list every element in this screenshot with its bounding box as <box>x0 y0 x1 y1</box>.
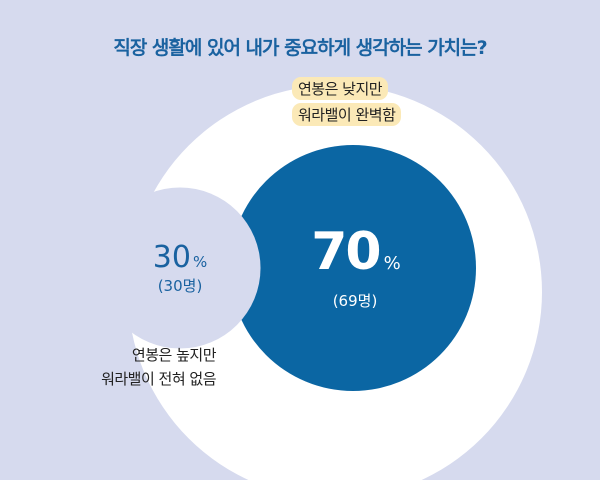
data-label-30: 30% <box>130 240 230 275</box>
bubble-30-percent <box>99 187 261 349</box>
label-high-wlb-line1: 연봉은 낮지만 <box>292 77 389 100</box>
bubble-70-percent <box>230 145 476 391</box>
chart-title: 직장 생활에 있어 내가 중요하게 생각하는 가치는? <box>113 37 487 59</box>
label-high-salary-line2: 워라밸이 전혀 없음 <box>101 370 216 388</box>
unit-percent: % <box>383 253 401 274</box>
unit-percent: % <box>192 253 208 271</box>
data-label-70: 70% <box>290 222 420 282</box>
label-high-wlb-line2: 워라밸이 완벽함 <box>292 103 402 126</box>
value-70: 70 <box>311 222 381 282</box>
label-high-salary-line1: 연봉은 높지만 <box>131 346 217 364</box>
value-30: 30 <box>152 240 191 275</box>
count-30: (30명) <box>157 277 203 295</box>
count-69: (69명) <box>332 292 378 310</box>
